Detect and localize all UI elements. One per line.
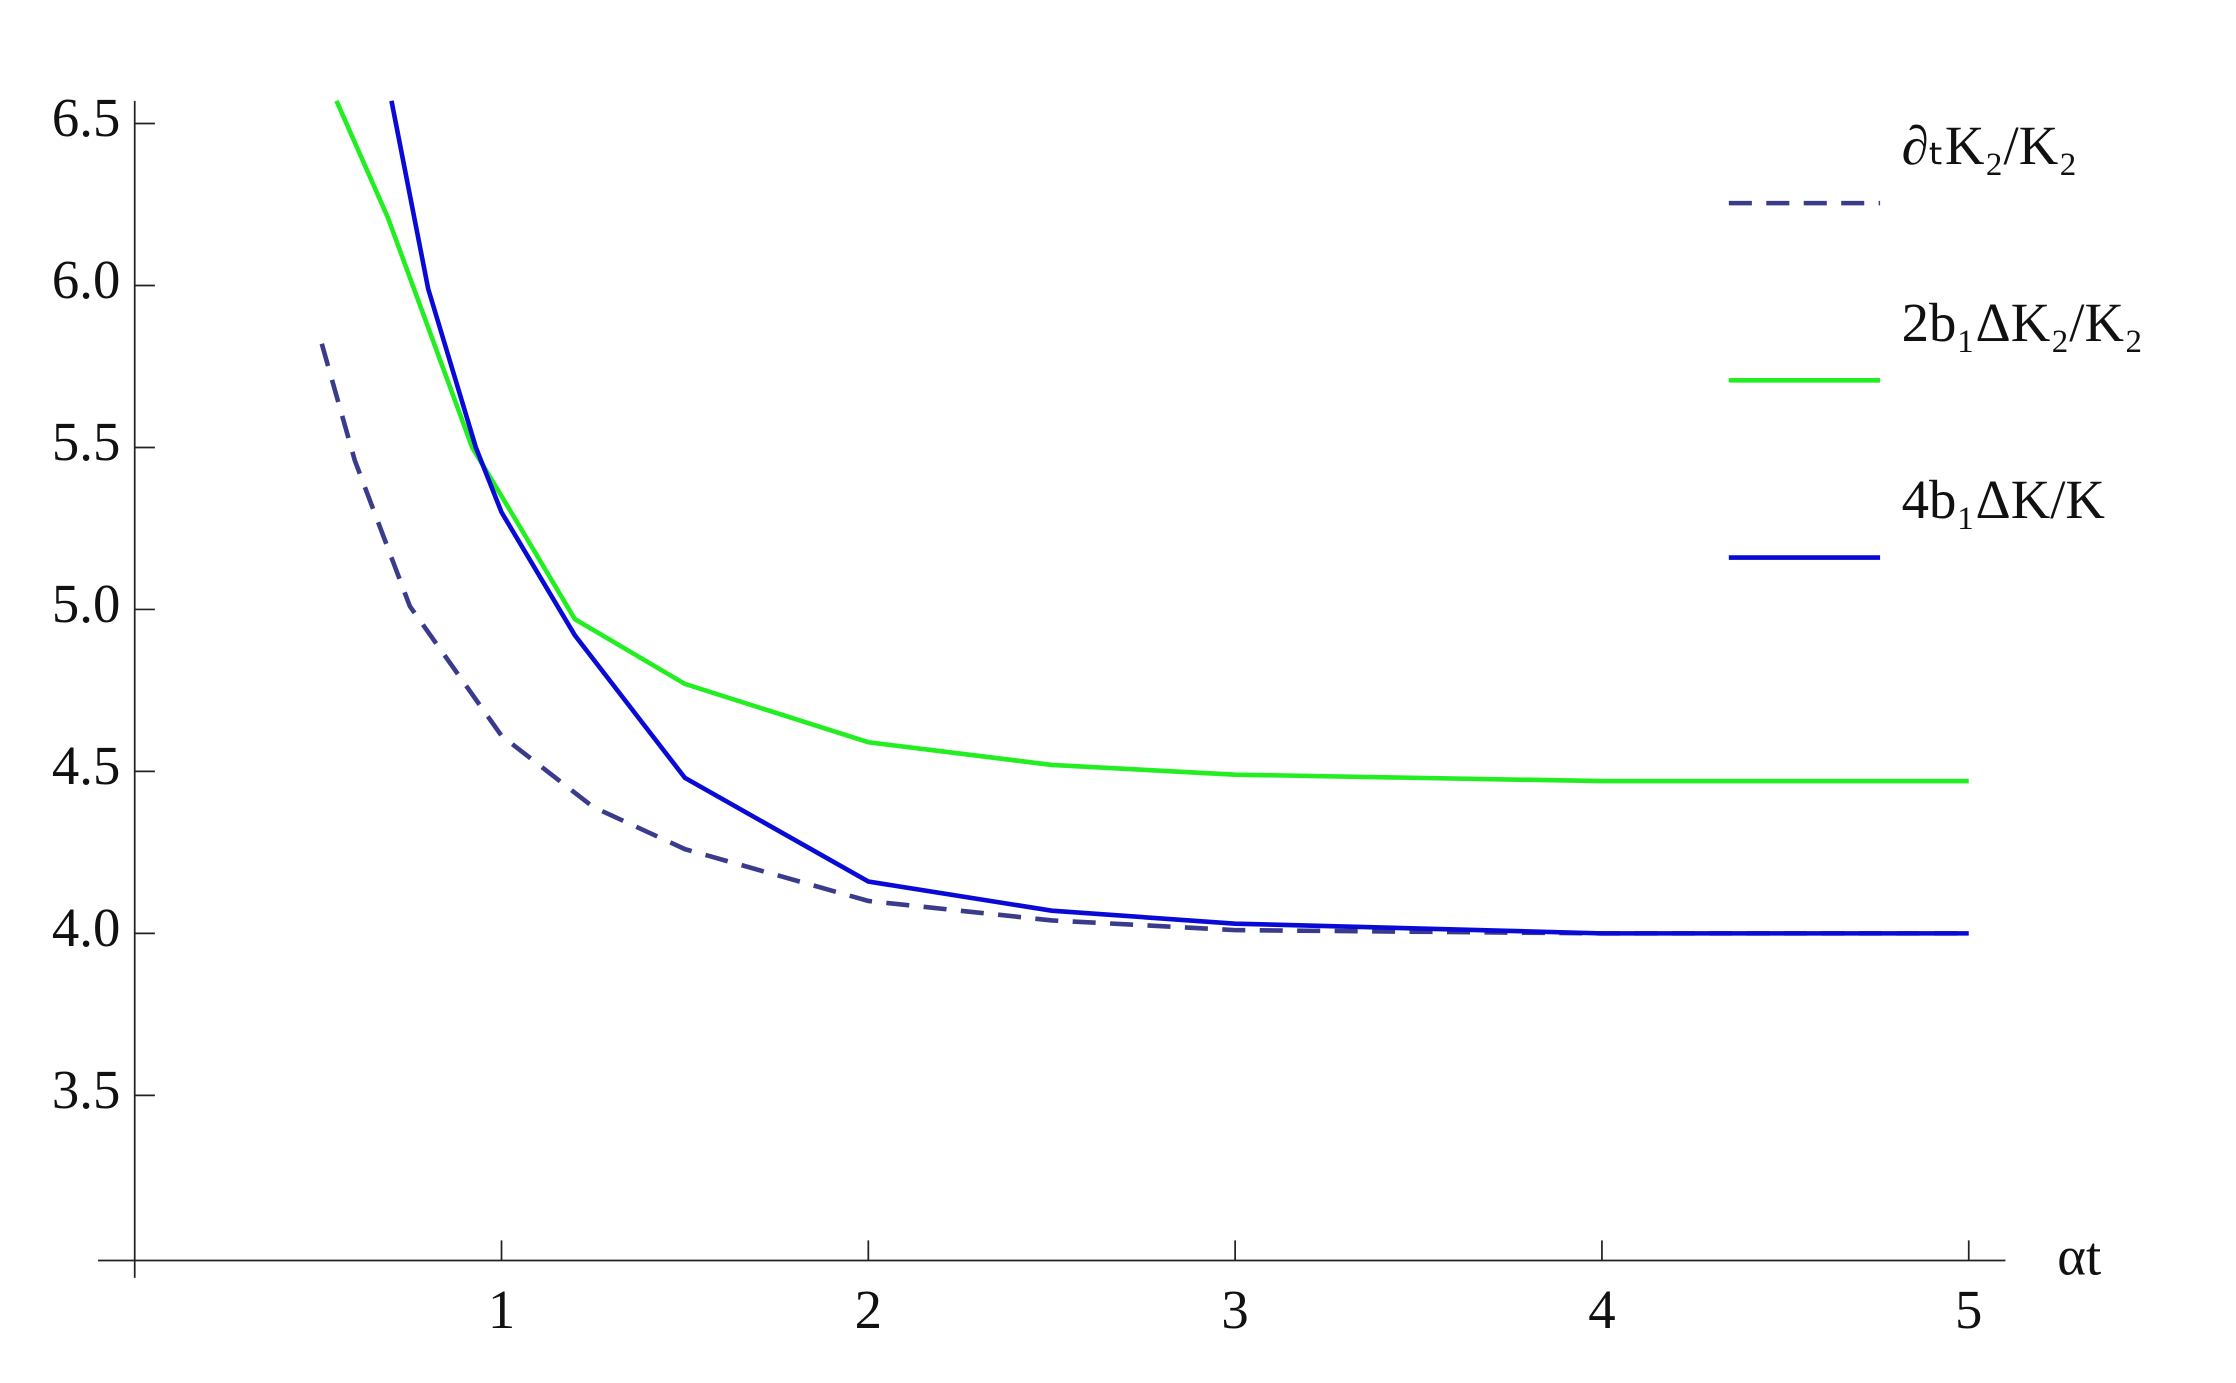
- x-tick-label: 3: [1221, 1279, 1248, 1340]
- y-tick-label: 3.5: [52, 1059, 120, 1120]
- series-line: [334, 99, 1969, 784]
- x-axis-label: αt: [2057, 1226, 2101, 1287]
- y-tick-label: 4.0: [52, 897, 120, 958]
- y-tick-label: 5.5: [52, 411, 120, 472]
- y-tick-label: 4.5: [52, 735, 120, 796]
- y-tick-label: 6.0: [52, 249, 120, 310]
- y-tick-label: 6.5: [52, 87, 120, 148]
- series-line: [389, 100, 1969, 936]
- legend-label: ∂ₜK₂/K₂: [1902, 115, 2078, 176]
- x-tick-label: 5: [1955, 1279, 1982, 1340]
- y-tick-label: 5.0: [52, 573, 120, 634]
- x-tick-label: 1: [488, 1279, 515, 1340]
- legend-label: 2b₁ΔK₂/K₂: [1902, 292, 2143, 353]
- x-tick-label: 4: [1588, 1279, 1615, 1340]
- series-line: [319, 343, 1969, 936]
- legend-label: 4b₁ΔK/K: [1902, 469, 2105, 530]
- x-tick-label: 2: [855, 1279, 882, 1340]
